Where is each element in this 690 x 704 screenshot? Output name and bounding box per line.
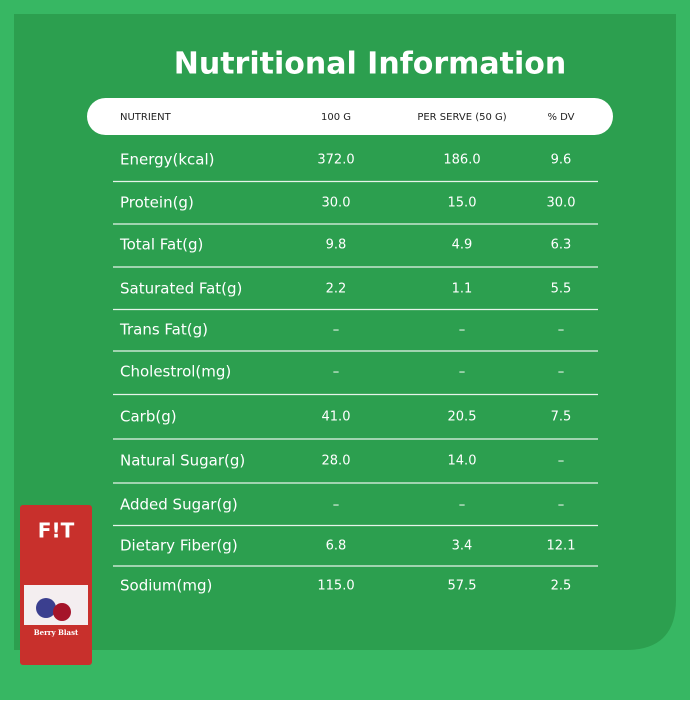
pack-window: [24, 585, 88, 625]
product-pack: F!T Berry Blast: [20, 505, 92, 665]
nutrient-name: Energy(kcal): [120, 151, 215, 169]
column-header: PER SERVE (50 G): [417, 112, 506, 123]
cell-value: –: [558, 498, 565, 513]
nutrient-name: Cholestrol(mg): [120, 363, 231, 381]
cell-value: 41.0: [322, 410, 351, 425]
brand: F!T: [38, 519, 75, 543]
cell-value: 2.5: [551, 579, 572, 594]
cell-value: 14.0: [448, 454, 477, 469]
nutrient-name: Trans Fat(g): [119, 321, 208, 339]
berry: [53, 603, 71, 621]
cell-value: –: [558, 365, 565, 380]
cell-value: 115.0: [317, 579, 354, 594]
cell-value: 9.6: [551, 153, 572, 168]
cell-value: 1.1: [452, 282, 473, 297]
column-header: % DV: [547, 112, 574, 123]
cell-value: –: [333, 323, 340, 338]
cell-value: 4.9: [452, 238, 473, 253]
panel: [14, 14, 676, 650]
header-pill: [87, 98, 613, 135]
table: NUTRIENT 100 G PER SERVE (50 G) % DV Energy(…: [113, 112, 598, 595]
cell-value: 57.5: [448, 579, 477, 594]
nutrient-name: Carb(g): [120, 408, 177, 426]
cell-value: –: [333, 365, 340, 380]
cell-value: 15.0: [448, 196, 477, 211]
nutrient-name: Sodium(mg): [120, 577, 212, 595]
nutrient-name: Protein(g): [120, 194, 194, 212]
cell-value: –: [558, 323, 565, 338]
cell-value: –: [459, 498, 466, 513]
title: Nutritional Information: [174, 47, 567, 82]
cell-value: 372.0: [317, 153, 354, 168]
cell-value: 28.0: [322, 454, 351, 469]
cell-value: 7.5: [551, 410, 572, 425]
nutrient-name: Natural Sugar(g): [120, 452, 245, 470]
nutrient-name: Added Sugar(g): [120, 496, 238, 514]
column-header: 100 G: [321, 112, 351, 123]
cell-value: 2.2: [326, 282, 347, 297]
column-header: NUTRIENT: [120, 112, 172, 123]
berry: [36, 598, 56, 618]
cell-value: 6.3: [551, 238, 572, 253]
cell-value: –: [459, 365, 466, 380]
cell-value: 186.0: [443, 153, 480, 168]
cell-value: 5.5: [551, 282, 572, 297]
cell-value: 12.1: [547, 539, 576, 554]
cell-value: 3.4: [452, 539, 473, 554]
cell-value: –: [459, 323, 466, 338]
flavor: Berry Blast: [34, 628, 79, 637]
cell-value: 9.8: [326, 238, 347, 253]
cell-value: 6.8: [326, 539, 347, 554]
nutrient-name: Dietary Fiber(g): [120, 537, 238, 555]
nutrient-name: Total Fat(g): [119, 236, 203, 254]
cell-value: 20.5: [448, 410, 477, 425]
cell-value: 30.0: [322, 196, 351, 211]
nutrient-name: Saturated Fat(g): [120, 280, 242, 298]
cell-value: 30.0: [547, 196, 576, 211]
cell-value: –: [333, 498, 340, 513]
cell-value: –: [558, 454, 565, 469]
